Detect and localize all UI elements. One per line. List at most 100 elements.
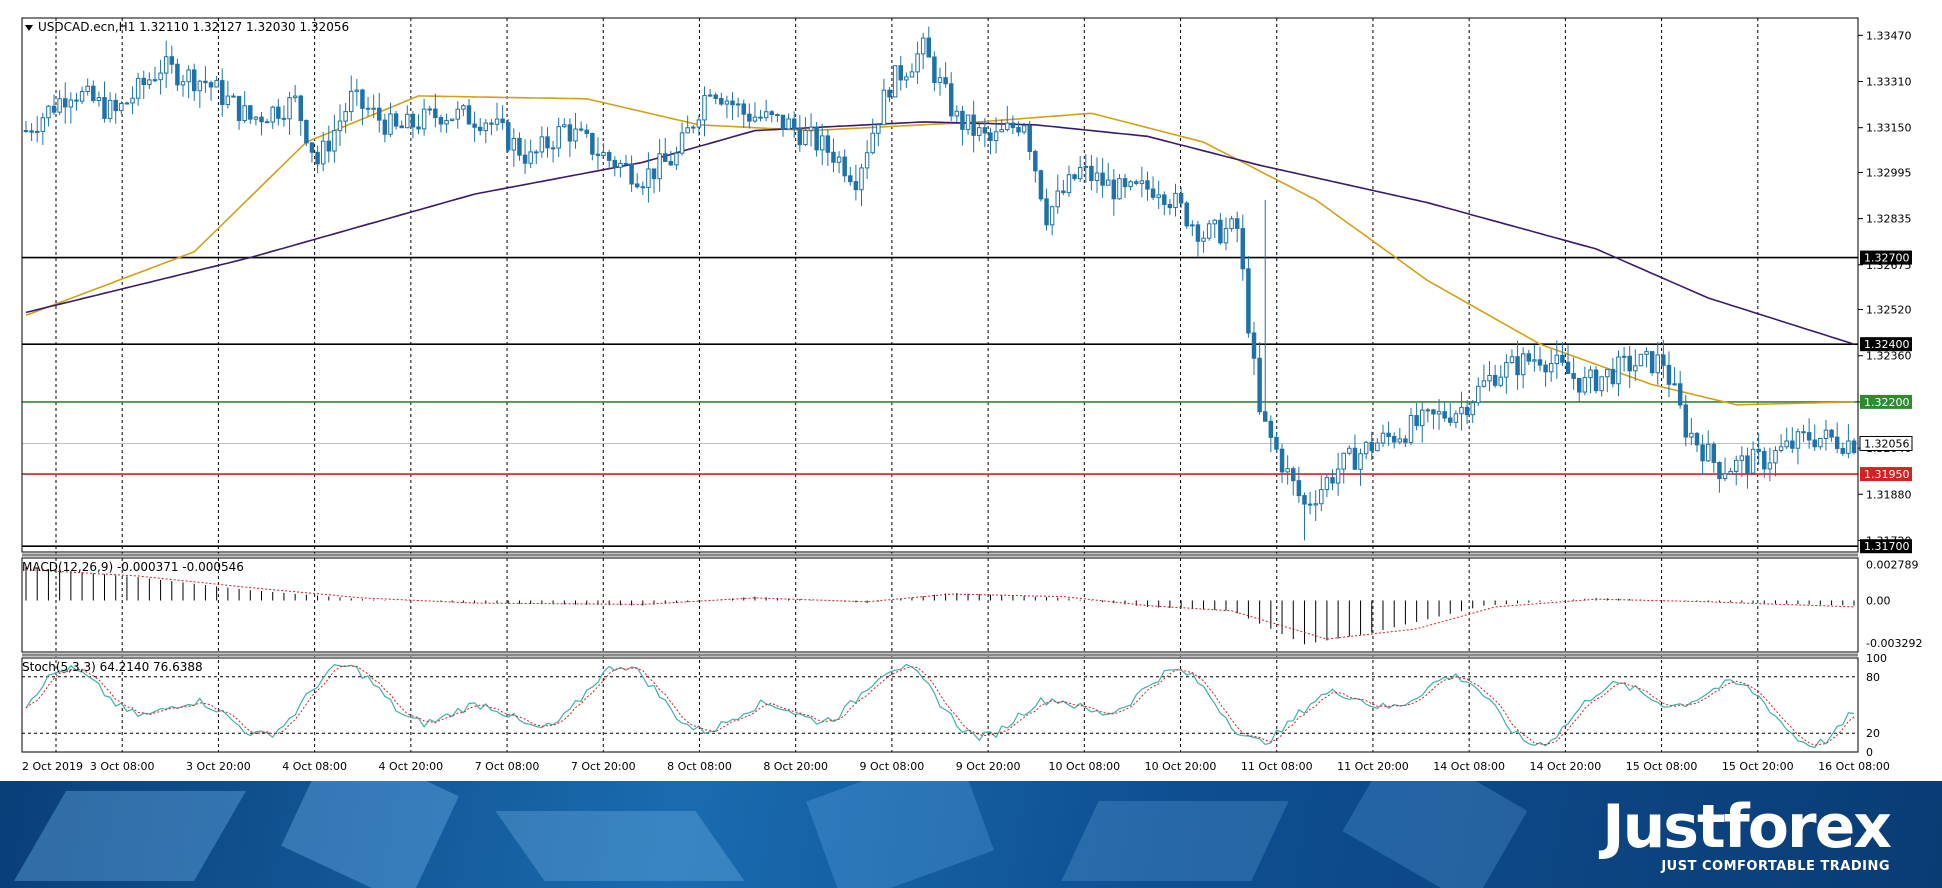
candle-body: [814, 126, 819, 151]
candle-body: [360, 89, 365, 109]
panel-frame: [21, 557, 1859, 653]
candle-body: [102, 97, 107, 119]
candle-body: [1492, 374, 1498, 386]
candle-body: [988, 132, 993, 142]
candle-body: [287, 97, 292, 120]
candle-body: [1352, 447, 1358, 470]
candle-body: [410, 113, 416, 128]
candle-body: [1033, 150, 1038, 172]
candle-body: [1021, 125, 1027, 133]
candle-body: [1582, 377, 1588, 393]
candle-body: [1049, 206, 1055, 226]
candle-body: [343, 111, 348, 122]
candle-body: [203, 80, 208, 84]
candle-body: [214, 80, 219, 88]
candle-body: [820, 135, 825, 151]
price-level-tag-label: 1.32200: [1864, 396, 1910, 409]
candle-body: [887, 89, 892, 98]
candle-body: [208, 82, 214, 88]
candle-body: [1173, 192, 1178, 209]
collapse-triangle-icon[interactable]: [25, 25, 33, 31]
candle-body: [1375, 442, 1380, 452]
candle-body: [859, 167, 864, 191]
candle-body: [612, 159, 618, 168]
candle-body: [1762, 450, 1767, 470]
stoch-signal-line: [25, 665, 1855, 746]
candle-body: [1577, 377, 1582, 393]
candle-body: [1156, 194, 1161, 198]
x-axis-tick-label: 7 Oct 20:00: [571, 760, 636, 773]
candle-body: [1605, 368, 1610, 378]
candle-body: [1593, 369, 1599, 392]
candle-body: [1734, 459, 1739, 472]
candle-body: [438, 117, 444, 125]
candle-body: [511, 137, 517, 151]
candle-body: [1638, 353, 1644, 367]
decorative-shard: [14, 791, 246, 881]
candle-body: [1162, 194, 1167, 205]
candle-body: [915, 53, 920, 73]
y-axis-tick-label: 1.33470: [1866, 29, 1912, 42]
candle-body: [1487, 374, 1492, 382]
x-axis-tick-label: 14 Oct 20:00: [1530, 760, 1602, 773]
candle-body: [1464, 406, 1470, 416]
x-axis-tick-label: 4 Oct 20:00: [378, 760, 443, 773]
candle-body: [337, 120, 343, 132]
candle-body: [494, 118, 500, 125]
candle-body: [46, 105, 51, 119]
candle-body: [1206, 223, 1212, 239]
x-axis-tick-label: 8 Oct 08:00: [667, 760, 732, 773]
candle-body: [696, 119, 702, 128]
candle-body: [1145, 180, 1150, 190]
candle-body: [1296, 480, 1302, 497]
candle-body: [595, 153, 601, 156]
candle-body: [1677, 383, 1683, 406]
candle-body: [1358, 453, 1363, 470]
candle-body: [1083, 165, 1089, 168]
x-axis-tick-label: 8 Oct 20:00: [763, 760, 828, 773]
macd-signal-line: [25, 569, 1855, 640]
candle-body: [758, 116, 763, 119]
candle-body: [1425, 409, 1431, 412]
candle-body: [220, 80, 225, 106]
candle-body: [1391, 435, 1397, 443]
candle-body: [74, 99, 79, 102]
candle-body: [1520, 353, 1526, 376]
candle-body: [1212, 219, 1217, 225]
candle-body: [1279, 448, 1285, 473]
candle-body: [433, 108, 438, 119]
chart-symbol-header: USDCAD.ecn,H1 1.32110 1.32127 1.32030 1.…: [38, 20, 349, 34]
candle-body: [1274, 436, 1279, 450]
candle-body: [573, 128, 578, 142]
price-level-tag-label: 1.32056: [1864, 437, 1910, 450]
candle-body: [40, 117, 46, 132]
candle-body: [1291, 468, 1296, 482]
candle-body: [1307, 503, 1313, 506]
candle-body: [1408, 415, 1414, 443]
candle-body: [870, 132, 875, 154]
candle-body: [124, 102, 130, 105]
stoch-main-line: [25, 663, 1855, 749]
candle-body: [713, 94, 718, 99]
candle-body: [1459, 406, 1464, 415]
candle-body: [1134, 181, 1139, 184]
candle-body: [1089, 165, 1094, 182]
candle-body: [1246, 268, 1251, 334]
candle-body: [1801, 431, 1806, 434]
candle-body: [1234, 218, 1240, 229]
candle-body: [1476, 385, 1481, 404]
y-axis-tick-label: 1.31880: [1866, 488, 1912, 501]
candle-body: [1504, 362, 1509, 378]
candle-body: [1543, 364, 1548, 373]
price-level-tag-label: 1.32400: [1864, 338, 1910, 351]
candle-body: [489, 122, 494, 125]
candle-body: [304, 120, 309, 144]
candle-body: [1621, 355, 1627, 358]
candle-body: [1218, 219, 1223, 244]
candle-body: [1005, 122, 1010, 131]
candle-body: [1448, 417, 1453, 423]
candle-body: [1599, 376, 1604, 392]
x-axis-tick-label: 9 Oct 08:00: [860, 760, 925, 773]
candle-body: [253, 116, 259, 120]
candle-body: [405, 113, 410, 129]
